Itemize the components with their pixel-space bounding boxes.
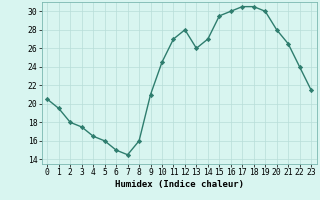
X-axis label: Humidex (Indice chaleur): Humidex (Indice chaleur) <box>115 180 244 189</box>
